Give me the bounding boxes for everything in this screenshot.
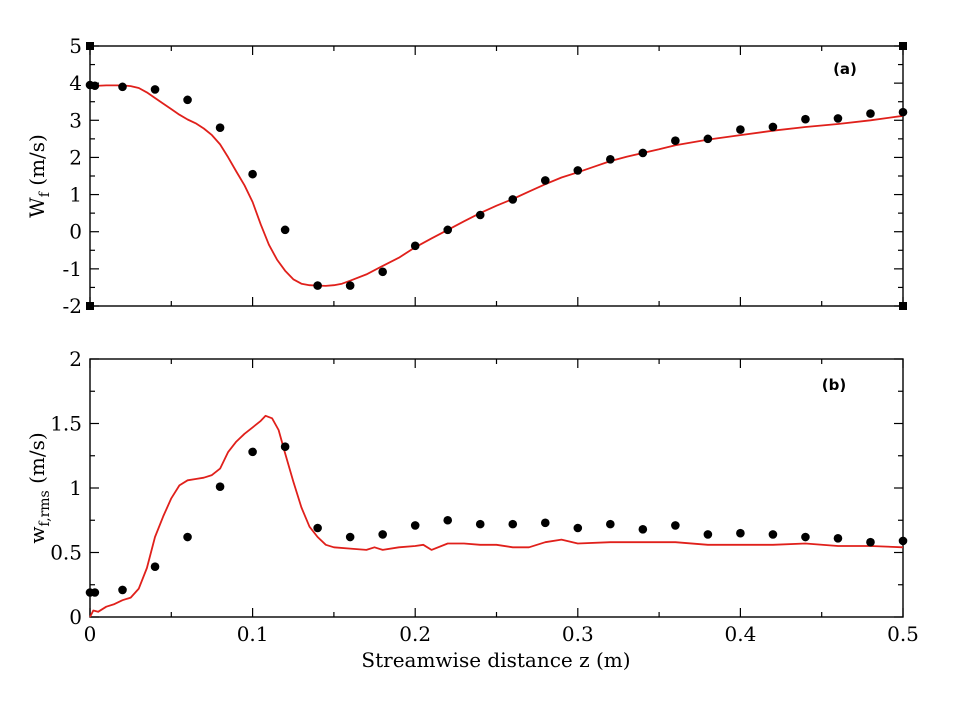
panel-a-y-tick-label: -1: [63, 257, 82, 281]
panel-a-data-point: [833, 114, 843, 123]
panel-a-y-tick-label: 1: [69, 183, 82, 207]
panel-a-data-point: [768, 122, 778, 132]
panel-a-data-point: [280, 225, 290, 235]
panel-a-corner-marker: [86, 302, 94, 310]
panel-a-data-point: [443, 225, 453, 235]
panel-b-data-point: [345, 532, 355, 542]
panel-b-y-tick-label: 0.5: [50, 541, 82, 565]
panel-a-data-point: [540, 176, 550, 185]
panel-a-data-point: [90, 81, 100, 91]
panel-b-data-point: [866, 537, 875, 547]
panel-a-data-point: [248, 169, 257, 179]
panel-a-data-point: [573, 166, 583, 175]
panel-a-data-point: [866, 109, 875, 118]
panel-b-data-point: [280, 442, 290, 452]
panel-b-plot-frame: [89, 358, 904, 618]
panel-b-data-point: [768, 530, 778, 539]
panel-a-data-point: [508, 195, 518, 204]
panel-b-y-tick-label: 1.5: [50, 412, 82, 436]
panel-b-data-point: [833, 534, 843, 543]
panel-b-data-point: [443, 515, 453, 525]
panel-b-data-point: [410, 521, 420, 530]
panel-a-data-point: [410, 241, 420, 251]
panel-a-y-tick-label: 3: [69, 108, 82, 132]
panel-a-data-point: [118, 82, 127, 92]
panel-a-data-point: [183, 95, 192, 105]
panel-a-y-tick-label: 4: [69, 71, 82, 95]
panel-a-corner-marker: [899, 42, 907, 50]
panel-a-data-point: [215, 123, 225, 133]
panel-b-data-point: [736, 528, 745, 538]
panel-a-chart: -2 -1 0 1 2 3 4 5 Wf (m/s) (a): [25, 34, 908, 318]
panel-b-data-point: [215, 482, 225, 492]
panel-b-data-point: [508, 519, 518, 529]
panel-a-corner-marker: [899, 302, 907, 310]
panel-b-data-point: [90, 588, 100, 597]
panel-b-data-point: [313, 523, 322, 533]
panel-b-data-point: [118, 585, 127, 595]
panel-b-x-tick-label: 0.4: [724, 622, 756, 646]
panel-a-y-tick-label: 2: [69, 145, 82, 169]
panel-a-data-point: [606, 154, 615, 164]
panel-b-chart: 0 0.1 0.2 0.3 0.4 0.5 0 0.5 1 1.5 2 wf,rms (m/s) (b): [25, 347, 919, 646]
panel-a-plot-frame: [89, 45, 904, 307]
panel-b-data-point: [801, 532, 810, 542]
panel-b-x-tick-label: 0.1: [237, 622, 269, 646]
panel-b-data-point: [540, 518, 550, 528]
panel-b-y-tick-label: 2: [69, 347, 82, 371]
panel-b-data-point: [248, 447, 257, 457]
panel-b-y-tick-label: 1: [69, 476, 82, 500]
panel-b-data-point: [898, 536, 908, 546]
panel-b-data-point: [638, 524, 648, 534]
panel-b-data-point: [703, 530, 713, 539]
panel-b-data-point: [606, 519, 615, 529]
panel-a-data-point: [345, 281, 355, 290]
panel-b-x-tick-label: 0: [84, 622, 97, 646]
panel-b-data-point: [671, 521, 680, 530]
panel-a-panel-label: (a): [833, 60, 857, 78]
panel-b-data-point: [475, 519, 485, 529]
panel-a-y-axis-title: Wf (m/s): [25, 134, 53, 218]
panel-a-data-point: [703, 134, 713, 144]
panel-a-data-point: [150, 85, 160, 94]
panel-a-corner-marker: [86, 42, 94, 50]
panel-a-data-point: [898, 107, 908, 117]
panel-a-data-point: [313, 281, 322, 290]
panel-a-data-point: [736, 125, 745, 134]
panel-a-y-tick-label: 0: [69, 220, 82, 244]
panel-a-data-point: [638, 148, 648, 158]
panel-b-x-tick-label: 0.2: [399, 622, 431, 646]
panel-a-data-point: [378, 267, 387, 277]
panel-b-y-tick-label: 0: [69, 605, 82, 629]
panel-a-data-point: [671, 136, 680, 146]
panel-b-simulation-line: [89, 414, 904, 618]
panel-a-y-tick-label: -2: [63, 294, 82, 318]
panel-a-y-tick-label: 5: [69, 34, 82, 58]
panel-b-panel-label: (b): [822, 376, 846, 394]
panel-b-x-tick-label: 0.5: [887, 622, 919, 646]
panel-b-data-point: [183, 532, 192, 542]
panel-a-data-point: [801, 114, 810, 124]
panel-b-data-point: [573, 523, 583, 533]
panel-a-data-point: [475, 210, 485, 220]
panel-b-data-point: [150, 562, 160, 571]
panel-b-data-point: [378, 530, 387, 539]
panel-b-x-tick-label: 0.3: [562, 622, 594, 646]
x-axis-title: Streamwise distance z (m): [361, 648, 630, 672]
panel-a-simulation-line: [89, 84, 904, 287]
panel-b-y-axis-title: wf,rms (m/s): [25, 432, 53, 543]
